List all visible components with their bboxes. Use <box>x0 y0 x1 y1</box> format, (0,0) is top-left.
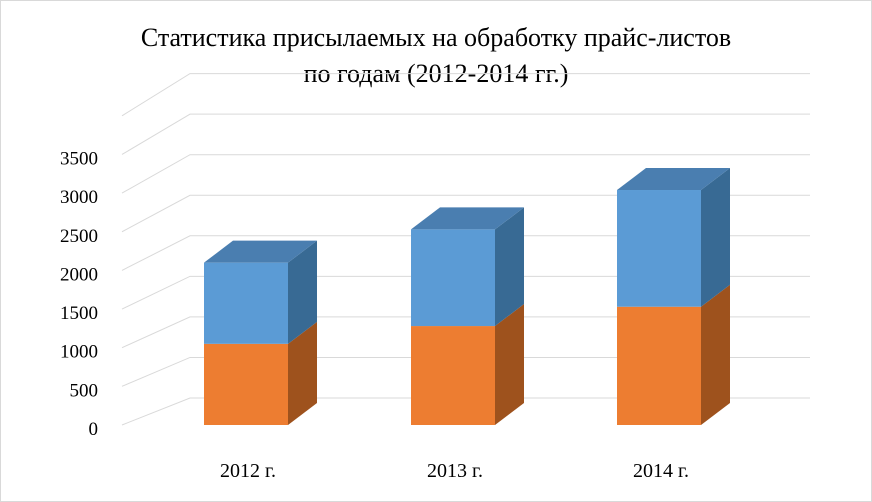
gridline <box>121 275 810 310</box>
bar-front-face <box>617 306 701 425</box>
bar-segment <box>204 321 317 425</box>
y-tick-label: 2000 <box>60 264 98 285</box>
bar-top-face <box>617 168 730 191</box>
y-tick-label: 0 <box>89 419 99 440</box>
gridline <box>121 356 810 387</box>
gridline <box>121 235 810 271</box>
bar-side-face <box>701 168 730 307</box>
x-category-label: 2012 г. <box>220 460 276 482</box>
gridline <box>121 113 810 155</box>
y-tick-label: 2500 <box>60 226 98 247</box>
x-category-label: 2013 г. <box>427 460 483 482</box>
bar-segment <box>411 207 524 327</box>
bar-segment <box>617 168 730 307</box>
y-tick-label: 500 <box>70 380 99 401</box>
gridline <box>121 154 810 194</box>
y-tick-label: 1000 <box>60 342 98 363</box>
bar-side-face <box>701 284 730 425</box>
bar-front-face <box>617 190 701 307</box>
gridlines <box>121 73 810 426</box>
bar-segment <box>617 284 730 425</box>
y-tick-label: 1500 <box>60 303 98 324</box>
gridline <box>121 73 810 117</box>
bar-front-face <box>204 262 288 344</box>
bar-top-face <box>411 207 524 230</box>
bar-front-face <box>204 343 288 425</box>
y-tick-label: 3000 <box>60 187 98 208</box>
gridline <box>121 397 810 426</box>
x-axis-category-labels: 2012 г. 2013 г. 2014 г. <box>220 460 689 482</box>
bar-side-face <box>495 304 524 425</box>
bars <box>204 168 730 425</box>
x-category-label: 2014 г. <box>633 460 689 482</box>
bar-side-face <box>495 207 524 327</box>
bar-front-face <box>411 326 495 425</box>
bar-top-face <box>204 240 317 263</box>
bar-side-face <box>288 321 317 425</box>
bar-segment <box>411 304 524 425</box>
gridline <box>121 194 810 233</box>
y-axis-tick-labels: 0 500 1000 1500 2000 2500 3000 3500 <box>60 148 98 440</box>
bar-segment <box>204 240 317 344</box>
bar-front-face <box>411 229 495 327</box>
bar-side-face <box>288 240 317 344</box>
gridline <box>121 316 810 349</box>
chart-title-line-1: Статистика присылаемых на обработку прай… <box>140 23 732 52</box>
y-tick-label: 3500 <box>60 148 98 169</box>
